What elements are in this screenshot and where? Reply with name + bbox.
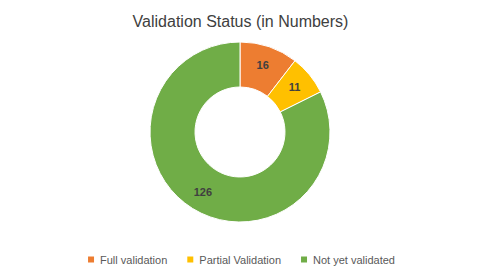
svg-text:16: 16: [257, 59, 269, 71]
svg-text:126: 126: [194, 186, 212, 198]
svg-text:Full validation: Full validation: [100, 254, 167, 266]
svg-text:Validation Status (in Numbers): Validation Status (in Numbers): [133, 13, 349, 30]
svg-text:Partial Validation: Partial Validation: [199, 254, 281, 266]
svg-text:11: 11: [289, 81, 301, 93]
svg-text:Not yet validated: Not yet validated: [313, 254, 395, 266]
